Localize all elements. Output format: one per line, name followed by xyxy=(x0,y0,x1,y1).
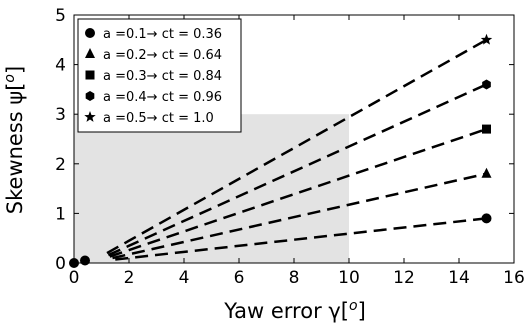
legend-label-1: a =0.1→ ct = 0.36 xyxy=(103,27,222,42)
y-tick-label: 2 xyxy=(55,155,66,175)
x-tick-label: 14 xyxy=(448,268,470,288)
data-point-series-5 xyxy=(480,33,493,45)
legend-marker-3 xyxy=(85,70,95,80)
data-point-series-1 xyxy=(481,213,492,224)
y-axis-title: Skewness ψ[o] xyxy=(2,66,27,214)
y-tick-label: 1 xyxy=(55,204,66,224)
legend-marker-5 xyxy=(84,111,96,122)
x-tick-label: 10 xyxy=(338,268,360,288)
x-tick-label: 4 xyxy=(179,268,190,288)
x-tick-label: 16 xyxy=(503,268,525,288)
data-point-series-3 xyxy=(482,124,491,134)
x-tick-label: 0 xyxy=(69,268,80,288)
x-tick-label: 6 xyxy=(234,268,245,288)
series-line-2 xyxy=(112,172,487,260)
x-tick-label: 2 xyxy=(124,268,135,288)
series-line-4 xyxy=(107,83,488,257)
x-tick-label: 8 xyxy=(289,268,300,288)
y-tick-label: 4 xyxy=(55,56,66,76)
legend-marker-2 xyxy=(85,48,95,58)
x-axis-title: Yaw error γ[o] xyxy=(223,298,366,323)
legend: a =0.1→ ct = 0.36 a =0.2→ ct = 0.64 a =0.3… xyxy=(77,18,242,133)
legend-box xyxy=(77,18,242,133)
series-line-3 xyxy=(109,127,487,258)
legend-marker-4 xyxy=(85,91,95,101)
y-tick-label: 5 xyxy=(55,6,66,26)
series-line-5 xyxy=(106,38,488,255)
legend-label-3: a =0.3→ ct = 0.84 xyxy=(103,69,222,84)
y-tick-label: 0 xyxy=(55,254,66,274)
legend-label-5: a =0.5→ ct = 1.0 xyxy=(103,111,214,126)
data-point-series-4 xyxy=(482,79,491,90)
series-line-1 xyxy=(115,217,487,261)
x-tick-label: 12 xyxy=(393,268,415,288)
legend-marker-1 xyxy=(85,28,95,38)
legend-label-4: a =0.4→ ct = 0.96 xyxy=(103,90,222,105)
y-tick-label: 3 xyxy=(55,105,66,125)
data-point-series-2 xyxy=(481,167,492,178)
origin-point-2 xyxy=(80,255,90,266)
legend-label-2: a =0.2→ ct = 0.64 xyxy=(103,48,222,63)
series-lines-layer xyxy=(106,38,488,261)
